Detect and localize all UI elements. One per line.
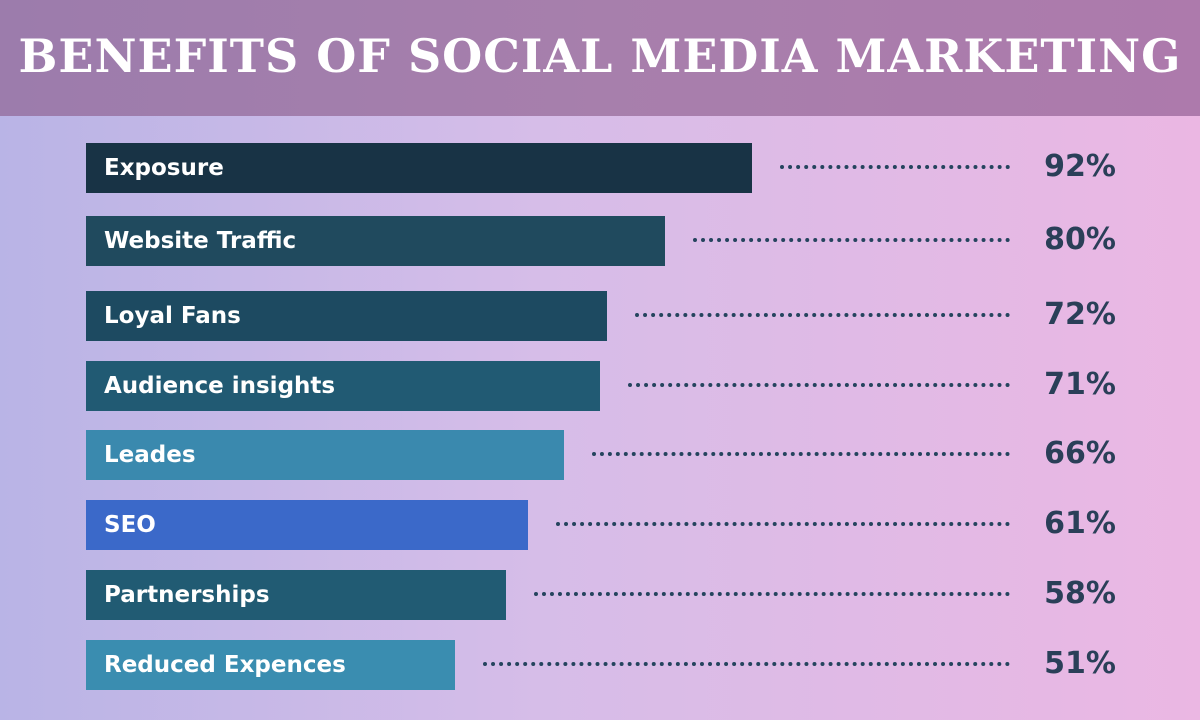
value-label: 80% xyxy=(1044,222,1116,257)
value-label: 51% xyxy=(1044,646,1116,681)
dotted-leader-line xyxy=(592,452,1010,456)
value-label: 61% xyxy=(1044,506,1116,541)
bar: Website Traffic xyxy=(86,216,665,266)
dotted-leader-line xyxy=(556,522,1010,526)
title-banner: BENEFITS OF SOCIAL MEDIA MARKETING xyxy=(0,0,1200,116)
bar-label: Audience insights xyxy=(104,373,336,399)
dotted-leader-line xyxy=(780,165,1010,169)
bar: Reduced Expences xyxy=(86,640,455,690)
value-label: 71% xyxy=(1044,367,1116,402)
value-label: 72% xyxy=(1044,297,1116,332)
bar: Partnerships xyxy=(86,570,506,620)
dotted-leader-line xyxy=(534,592,1010,596)
bar-label: Reduced Expences xyxy=(104,652,346,678)
dotted-leader-line xyxy=(635,313,1010,317)
bar-label: Partnerships xyxy=(104,582,270,608)
bar: Leades xyxy=(86,430,564,480)
dotted-leader-line xyxy=(693,238,1010,242)
value-label: 92% xyxy=(1044,149,1116,184)
bar-label: SEO xyxy=(104,512,156,538)
dotted-leader-line xyxy=(483,662,1010,666)
bar-label: Loyal Fans xyxy=(104,303,241,329)
bar: SEO xyxy=(86,500,528,550)
value-label: 66% xyxy=(1044,436,1116,471)
bar: Audience insights xyxy=(86,361,600,411)
bar: Exposure xyxy=(86,143,752,193)
dotted-leader-line xyxy=(628,383,1010,387)
chart-title: BENEFITS OF SOCIAL MEDIA MARKETING xyxy=(18,29,1182,83)
value-label: 58% xyxy=(1044,576,1116,611)
bar-label: Leades xyxy=(104,442,196,468)
bar-label: Website Traffic xyxy=(104,228,297,254)
bar: Loyal Fans xyxy=(86,291,607,341)
bar-label: Exposure xyxy=(104,155,224,181)
